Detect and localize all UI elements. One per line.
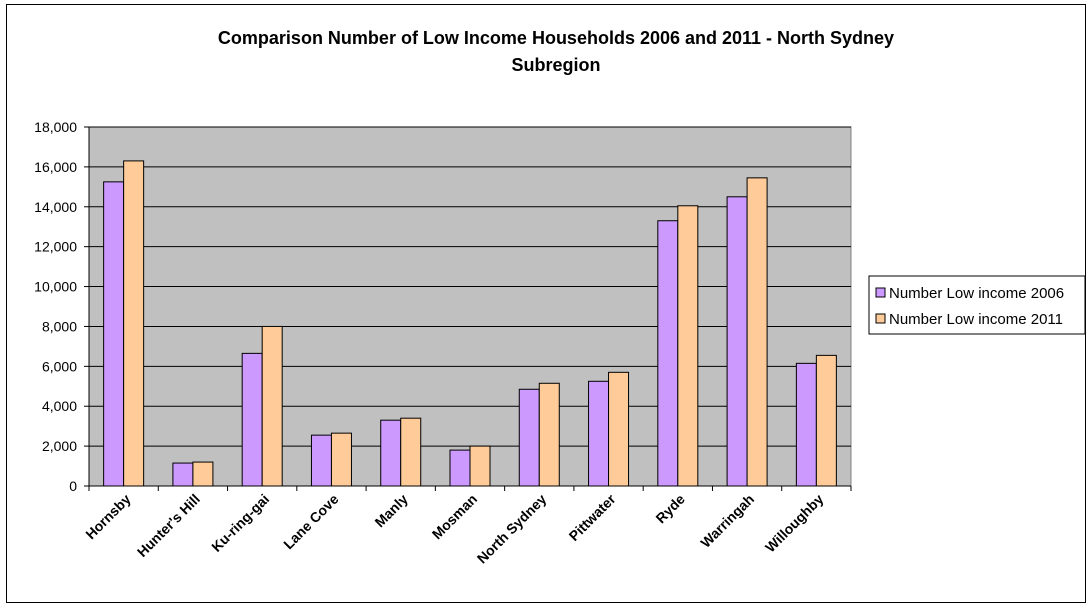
bar-2006 [449,449,471,487]
bar-2011 [746,177,768,487]
y-tick-label: 10,000 [34,279,77,295]
gridlines [89,126,851,447]
x-tick-label: Warringah [697,491,757,551]
y-axis-ticks: 0 2,000 4,000 6,000 8,000 10,000 12,000 14,000 1… [34,119,89,494]
y-tick-label: 14,000 [34,199,77,215]
bars [103,160,837,487]
bar-2006 [310,434,332,487]
x-axis-ticks: Hornsby Hunter's Hill Ku-ring-gai Lane Cove… [82,486,852,567]
bar-2006 [241,352,263,487]
legend-label-2006: Number Low income 2006 [889,285,1064,302]
bar-2011 [123,160,145,487]
legend-swatch-2011 [875,313,886,324]
bar-2011 [400,417,422,487]
chart-title-line-2: Subregion [512,55,601,75]
x-tick-label: Pittwater [566,490,620,544]
bar-2011 [330,432,352,487]
y-tick-label: 8,000 [42,318,77,334]
x-tick-label: Manly [371,491,411,531]
x-tick-label: North Sydney [474,491,550,567]
x-tick-label: Ryde [652,491,688,527]
bar-2006 [518,388,540,487]
bar-2006 [657,220,679,487]
y-tick-label: 4,000 [42,398,77,414]
chart-frame: Comparison Number of Low Income Househol… [6,4,1086,603]
y-tick-label: 12,000 [34,239,77,255]
bar-2011 [815,354,837,487]
bar-2011 [192,461,214,487]
legend: Number Low income 2006 Number Low income… [868,275,1086,335]
legend-label-2011: Number Low income 2011 [889,311,1063,328]
bar-2011 [538,382,560,487]
bar-2006 [172,462,194,487]
plot-area [88,126,852,487]
bar-2011 [261,325,283,487]
bar-2006 [380,419,402,487]
legend-box [868,275,1086,335]
x-tick-label: Lane Cove [280,491,342,553]
axes [88,127,851,487]
y-tick-label: 16,000 [34,159,77,175]
y-tick-label: 18,000 [34,119,77,135]
x-tick-label: Willoughby [762,491,827,556]
chart-title-line-1: Comparison Number of Low Income Househol… [218,28,894,48]
y-tick-label: 6,000 [42,358,77,374]
bar-2006 [588,380,610,487]
x-tick-label: Ku-ring-gai [208,491,272,555]
legend-swatch-2006 [875,287,886,298]
bar-2011 [677,205,699,487]
y-tick-label: 2,000 [42,438,77,454]
bar-2011 [469,445,491,487]
bar-2006 [795,362,817,487]
bar-2006 [726,196,748,487]
x-tick-label: Hunter's Hill [134,491,203,560]
bar-2011 [608,371,630,487]
bar-2006 [103,181,125,487]
x-tick-label: Hornsby [82,491,134,543]
y-tick-label: 0 [69,478,77,494]
x-tick-label: Mosman [429,491,480,542]
bar-chart: Comparison Number of Low Income Househol… [34,28,1086,567]
